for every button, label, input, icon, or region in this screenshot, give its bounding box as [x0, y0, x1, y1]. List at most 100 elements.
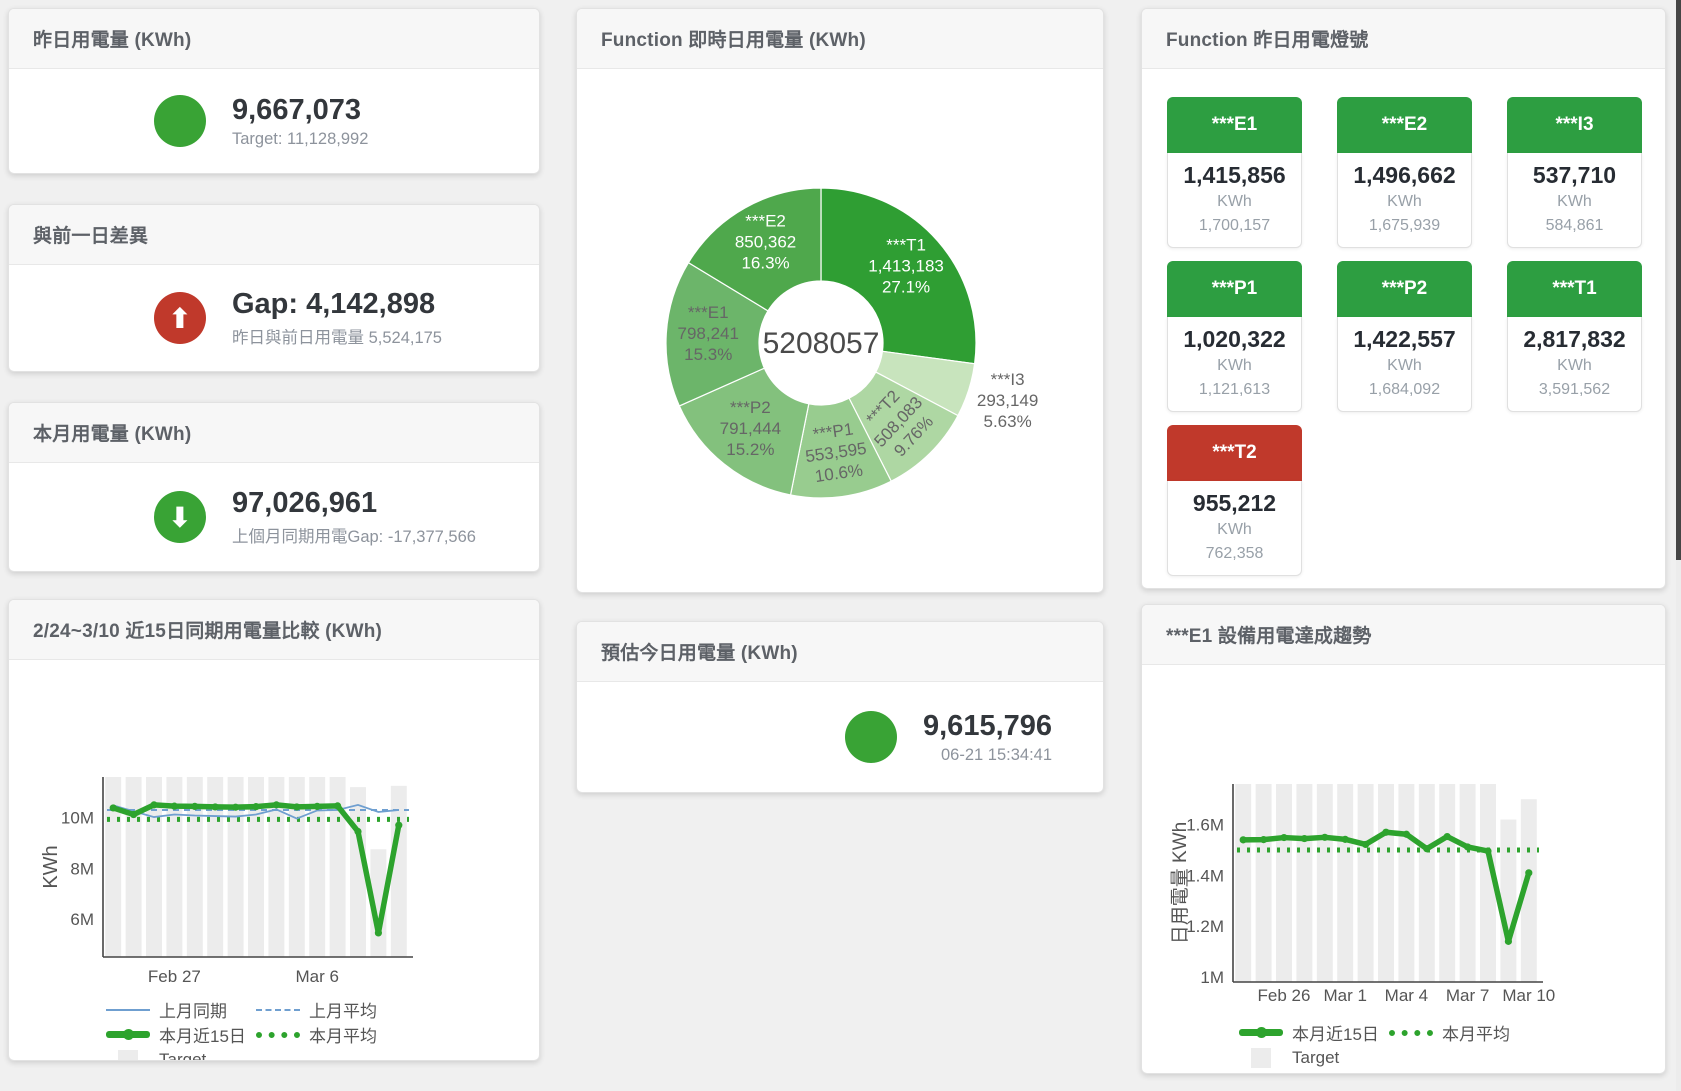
legend-row: 本月近15日 本月平均: [1239, 1020, 1665, 1045]
tile-target: 762,358: [1205, 545, 1264, 562]
legend-label: 本月近15日: [1292, 1025, 1379, 1044]
legend-item-green-line[interactable]: 本月近15日: [1239, 1020, 1389, 1045]
tile-name: ***E2: [1337, 97, 1472, 153]
legend-item-green-line[interactable]: 本月近15日: [106, 1022, 256, 1047]
tile-unit: KWh: [1387, 193, 1422, 210]
card-yesterday-usage: 昨日用電量 (KWh) 9,667,073 Target: 11,128,992: [8, 8, 540, 174]
card-header: Function 即時日用電量 (KWh): [577, 9, 1103, 69]
svg-text:KWh: KWh: [40, 845, 62, 888]
green-dot-legend-marker-icon: [1389, 1029, 1433, 1036]
card-day-gap: 與前一日差異 ⬆ Gap: 4,142,898 昨日與前日用電量 5,524,1…: [8, 204, 540, 372]
tile-name: ***T2: [1167, 425, 1302, 481]
card-compare-chart: 2/24~3/10 近15日同期用電量比較 (KWh) 6M 8M 10M Feb 2…: [8, 599, 540, 1061]
tile-name: ***I3: [1507, 97, 1642, 153]
tile-name: ***P2: [1337, 261, 1472, 317]
donut-label-P1: ***P1553,59510.6%: [801, 418, 870, 487]
estimate-today-value: 9,615,796: [923, 709, 1053, 742]
tile-target: 1,700,157: [1198, 217, 1271, 234]
card-header: 預估今日用電量 (KWh): [577, 622, 1103, 682]
card-title: 與前一日差異: [33, 226, 149, 247]
tile-target: 1,675,939: [1368, 217, 1441, 234]
tile-target: 584,861: [1545, 217, 1604, 234]
card-header: Function 昨日用電燈號: [1142, 9, 1665, 69]
tile-value: 1,496,662: [1353, 162, 1456, 188]
estimate-timestamp: 06-21 15:34:41: [941, 745, 1053, 764]
light-tile-E2: ***E2 1,496,662 KWh 1,675,939: [1337, 97, 1472, 248]
svg-text:8M: 8M: [70, 859, 94, 878]
card-title: 2/24~3/10 近15日同期用電量比較 (KWh): [33, 621, 383, 642]
stat-row: ⬇ 97,026,961 上個月同期用電Gap: -17,377,566: [9, 463, 539, 571]
tile-name: ***E1: [1167, 97, 1302, 153]
card-header: 與前一日差異: [9, 205, 539, 265]
legend-label: 本月平均: [309, 1027, 377, 1046]
tile-body: 2,817,832 KWh 3,591,562: [1507, 317, 1642, 412]
red-up-arrow-icon: ⬆: [154, 292, 206, 344]
svg-text:Mar 6: Mar 6: [295, 967, 338, 986]
green-down-arrow-icon: ⬇: [154, 491, 206, 543]
svg-text:Mar 7: Mar 7: [1446, 986, 1489, 1005]
card-realtime-donut: Function 即時日用電量 (KWh) ***T1 1,413,183 27.1…: [576, 8, 1104, 593]
card-title: ***E1 設備用電達成趨勢: [1166, 626, 1372, 647]
tile-body: 1,020,322 KWh 1,121,613: [1167, 317, 1302, 412]
green-dot-legend-marker-icon: [256, 1031, 300, 1038]
donut-slice-P2[interactable]: [678, 367, 810, 496]
scrollbar-thumb[interactable]: [1676, 0, 1681, 560]
card-lights: Function 昨日用電燈號 ***E1 1,415,856 KWh 1,700,1…: [1141, 8, 1666, 589]
compare-chart-legend: 上月同期 上月平均本月近15日 本月平均 Target: [106, 997, 539, 1060]
tile-body: 537,710 KWh 584,861: [1507, 153, 1642, 248]
donut-slice-E1[interactable]: [665, 261, 769, 407]
legend-label: 上月同期: [159, 1002, 227, 1021]
tile-value: 1,415,856: [1183, 162, 1286, 188]
svg-text:Mar 10: Mar 10: [1502, 986, 1555, 1005]
legend-label: 上月平均: [309, 1002, 377, 1021]
card-e1-trend: ***E1 設備用電達成趨勢 1M 1.2M 1.4M 1.6M Feb 26 Mar 1…: [1141, 604, 1666, 1074]
svg-text:Mar 1: Mar 1: [1323, 986, 1366, 1005]
light-tile-I3: ***I3 537,710 KWh 584,861: [1507, 97, 1642, 248]
green-status-circle-icon: [154, 95, 206, 147]
tile-target: 1,121,613: [1198, 381, 1271, 398]
donut-label-T1: ***T1 1,413,183 27.1%: [868, 236, 944, 297]
tile-body: 955,212 KWh 762,358: [1167, 481, 1302, 576]
light-tile-P2: ***P2 1,422,557 KWh 1,684,092: [1337, 261, 1472, 412]
card-header: 本月用電量 (KWh): [9, 403, 539, 463]
donut-slice-T1[interactable]: [820, 187, 977, 365]
blue-line-legend-marker-icon: [106, 1008, 150, 1011]
stat-row: ⬆ Gap: 4,142,898 昨日與前日用電量 5,524,175: [9, 265, 539, 371]
card-title: Function 即時日用電量 (KWh): [601, 30, 866, 51]
svg-text:Mar 4: Mar 4: [1385, 986, 1428, 1005]
tile-value: 537,710: [1532, 162, 1617, 188]
light-tile-T1: ***T1 2,817,832 KWh 3,591,562: [1507, 261, 1642, 412]
svg-text:6M: 6M: [70, 910, 94, 929]
legend-label: 本月近15日: [159, 1027, 246, 1046]
legend-item-blue-dash[interactable]: 上月平均: [256, 997, 406, 1022]
tile-unit: KWh: [1557, 357, 1592, 374]
svg-text:1.6M: 1.6M: [1186, 816, 1224, 835]
green-line-legend-marker-icon: [1239, 1027, 1283, 1038]
e1-chart-legend: 本月近15日 本月平均 Target: [1239, 1020, 1665, 1070]
legend-item-green-dot[interactable]: 本月平均: [256, 1022, 406, 1047]
green-line-legend-marker-icon: [106, 1029, 150, 1040]
legend-item-gray-box[interactable]: Target: [1239, 1047, 1389, 1068]
donut-label-E2: ***E2 850,362 16.3%: [735, 212, 796, 273]
legend-row: 上月同期 上月平均: [106, 997, 539, 1022]
tile-value: 2,817,832: [1523, 326, 1626, 352]
month-usage-gap: 上個月同期用電Gap: -17,377,566: [232, 528, 476, 546]
card-title: 預估今日用電量 (KWh): [601, 643, 798, 664]
tile-body: 1,415,856 KWh 1,700,157: [1167, 153, 1302, 248]
legend-label: 本月平均: [1442, 1025, 1510, 1044]
donut-label-I3: ***I3 293,149 5.63%: [977, 370, 1038, 431]
legend-row: Target: [1239, 1045, 1665, 1070]
card-estimate-today: 預估今日用電量 (KWh) 9,615,796 06-21 15:34:41: [576, 621, 1104, 793]
svg-text:1M: 1M: [1200, 968, 1224, 987]
legend-item-green-dot[interactable]: 本月平均: [1389, 1020, 1539, 1045]
svg-text:日用電量 KWh: 日用電量 KWh: [1170, 822, 1191, 944]
svg-text:Feb 26: Feb 26: [1258, 986, 1311, 1005]
legend-item-gray-box[interactable]: Target: [106, 1049, 256, 1060]
tile-value: 955,212: [1192, 490, 1277, 516]
svg-text:1.2M: 1.2M: [1186, 917, 1224, 936]
light-tiles-grid: ***E1 1,415,856 KWh 1,700,157 ***E2 1,496,662…: [1142, 69, 1665, 576]
legend-item-blue-line[interactable]: 上月同期: [106, 997, 256, 1022]
donut-slice-E2[interactable]: [687, 187, 822, 312]
gray-box-legend-marker-icon: [1251, 1047, 1271, 1068]
